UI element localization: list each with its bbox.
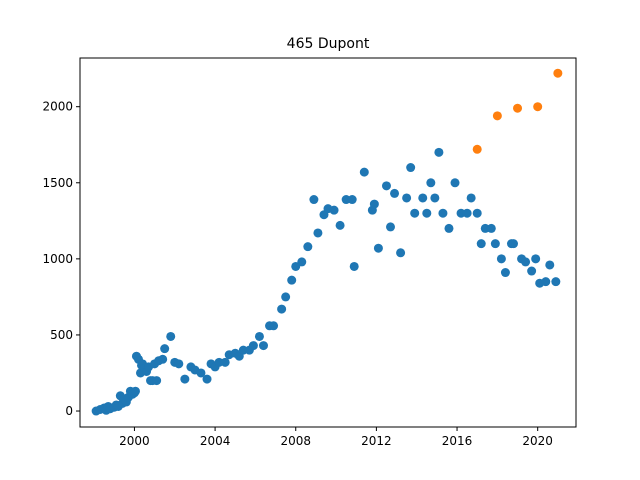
data-point: [551, 277, 561, 287]
data-point: [303, 242, 313, 252]
data-point: [329, 205, 339, 215]
series-1: [472, 68, 563, 154]
data-point: [438, 208, 448, 218]
data-point: [545, 260, 555, 270]
data-point: [254, 331, 264, 341]
data-point: [472, 208, 482, 218]
y-tick-label: 500: [50, 328, 73, 342]
data-point: [166, 331, 176, 341]
data-point: [174, 359, 184, 369]
data-point: [434, 147, 444, 157]
x-tick-label: 2012: [361, 434, 392, 448]
axes: 2000 2004 2008 2012 2016 2020 0 500 1000 1500 2000: [42, 57, 577, 448]
data-point: [287, 275, 297, 285]
data-point: [418, 193, 428, 203]
x-tick-label: 2008: [280, 434, 311, 448]
data-point: [533, 102, 543, 112]
data-point: [196, 368, 206, 378]
data-point: [521, 257, 531, 267]
data-point: [313, 228, 323, 238]
data-point: [277, 304, 287, 314]
data-point: [513, 103, 523, 113]
data-point: [476, 239, 486, 249]
data-point: [359, 167, 369, 177]
data-point: [335, 220, 345, 230]
data-point: [402, 193, 412, 203]
data-point: [381, 181, 391, 191]
data-point: [472, 144, 482, 154]
data-point: [281, 292, 291, 302]
data-point: [386, 222, 395, 232]
chart-title: 465 Dupont: [287, 36, 370, 52]
data-point: [373, 243, 383, 253]
data-point: [390, 188, 400, 198]
data-point: [130, 386, 140, 396]
data-point: [406, 163, 416, 173]
data-point: [486, 223, 496, 233]
data-point: [396, 248, 406, 258]
data-point: [309, 195, 319, 205]
axes-frame: [79, 57, 577, 428]
x-tick-label: 2016: [442, 434, 473, 448]
data-point: [349, 261, 359, 271]
x-tick-label: 2000: [119, 434, 150, 448]
data-point: [180, 374, 190, 384]
data-point: [462, 208, 472, 218]
data-point: [202, 374, 212, 384]
data-point: [553, 68, 563, 78]
series-0: [91, 147, 561, 416]
y-tick-label: 2000: [42, 100, 73, 114]
y-tick-label: 1500: [42, 176, 73, 190]
data-point: [297, 257, 307, 267]
data-point: [490, 239, 500, 249]
x-tick-label: 2004: [200, 434, 231, 448]
data-point: [369, 199, 379, 209]
data-point: [541, 277, 551, 287]
data-point: [426, 178, 436, 188]
data-point: [220, 357, 230, 367]
data-point: [347, 195, 357, 205]
data-point: [269, 321, 279, 331]
y-tick-label: 1000: [42, 252, 73, 266]
x-tick-label: 2020: [522, 434, 553, 448]
data-point: [160, 344, 170, 354]
data-point: [152, 376, 162, 386]
data-point: [258, 341, 268, 351]
data-point: [158, 354, 168, 364]
data-point: [492, 111, 502, 121]
data-point: [531, 254, 541, 264]
data-point: [466, 193, 476, 203]
data-point: [430, 193, 440, 203]
plot-points: [91, 68, 563, 416]
y-tick-label: 0: [65, 404, 73, 418]
data-point: [410, 208, 420, 218]
data-point: [496, 254, 506, 264]
data-point: [450, 178, 460, 188]
data-point: [444, 223, 454, 233]
data-point: [422, 208, 432, 218]
data-point: [509, 239, 518, 249]
data-point: [248, 341, 258, 351]
data-point: [500, 268, 510, 278]
data-point: [527, 266, 537, 276]
